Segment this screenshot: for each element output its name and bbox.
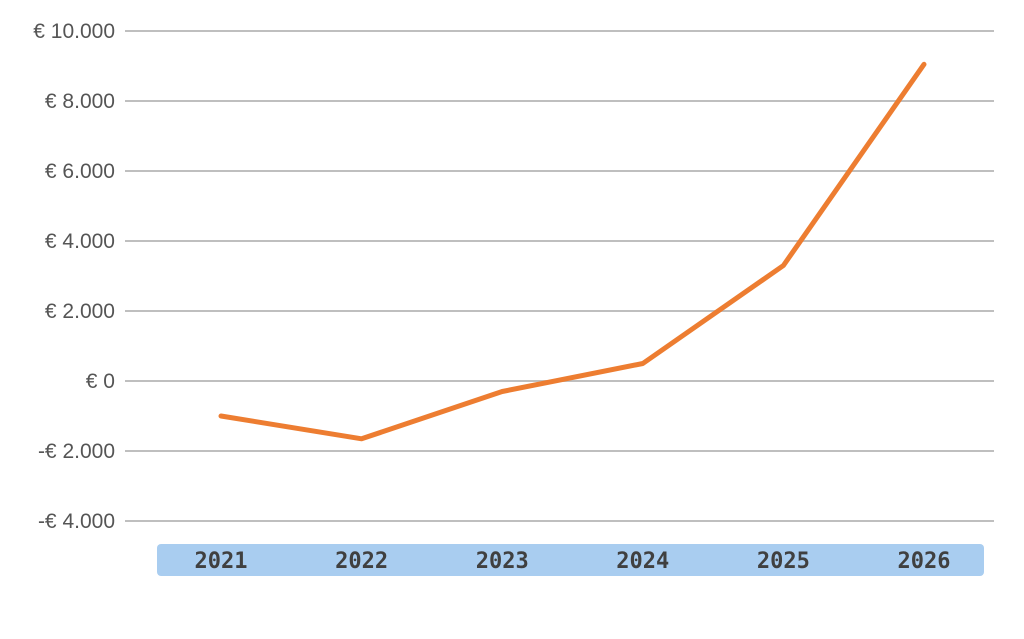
y-axis-tick-labels: € 10.000 € 8.000 € 6.000 € 4.000 € 2.000 € 0 -… — [33, 20, 115, 533]
x-tick-label: 2021 — [195, 549, 248, 574]
y-tick-label: € 10.000 — [33, 20, 115, 43]
gridlines — [125, 30, 994, 522]
y-tick-label: € 2.000 — [45, 300, 115, 323]
x-tick-label: 2026 — [898, 549, 951, 574]
series-lines — [218, 61, 927, 442]
series-line — [218, 61, 927, 442]
x-axis-category-band — [157, 544, 984, 576]
x-axis-tick-labels: 2021 2022 2023 2024 2025 2026 — [195, 549, 951, 574]
x-tick-label: 2022 — [335, 549, 388, 574]
x-tick-label: 2025 — [757, 549, 810, 574]
y-tick-label: -€ 2.000 — [38, 440, 115, 463]
x-tick-label: 2024 — [616, 549, 669, 574]
x-tick-label: 2023 — [476, 549, 529, 574]
y-tick-label: € 4.000 — [45, 230, 115, 253]
y-tick-label: € 0 — [86, 370, 115, 393]
category-band — [157, 544, 984, 576]
y-tick-label: € 8.000 — [45, 90, 115, 113]
y-tick-label: € 6.000 — [45, 160, 115, 183]
y-tick-label: -€ 4.000 — [38, 510, 115, 533]
